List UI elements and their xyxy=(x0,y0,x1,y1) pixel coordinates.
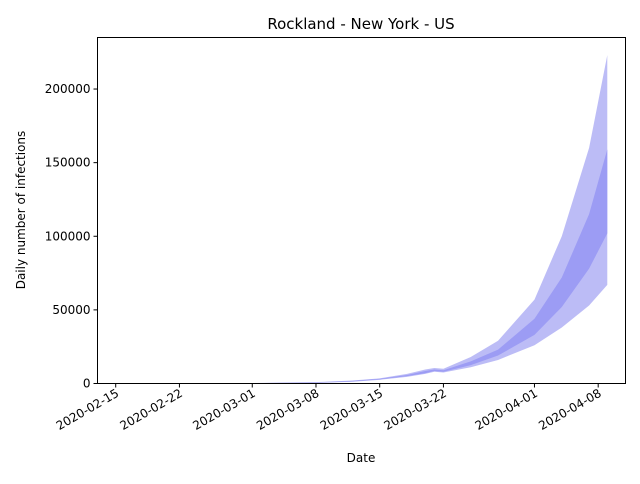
y-axis-label: Daily number of infections xyxy=(14,131,28,290)
x-axis-label: Date xyxy=(347,451,376,465)
y-tick-label: 150000 xyxy=(45,156,91,170)
y-tick-label: 200000 xyxy=(45,82,91,96)
y-tick-label: 50000 xyxy=(52,303,90,317)
plot-area xyxy=(97,37,626,384)
chart-title: Rockland - New York - US xyxy=(267,15,454,33)
y-tick-label: 0 xyxy=(83,377,91,391)
y-axis: 0 50000 100000 150000 200000 xyxy=(45,82,98,391)
axes-frame xyxy=(97,37,626,384)
y-tick-label: 100000 xyxy=(45,229,91,243)
